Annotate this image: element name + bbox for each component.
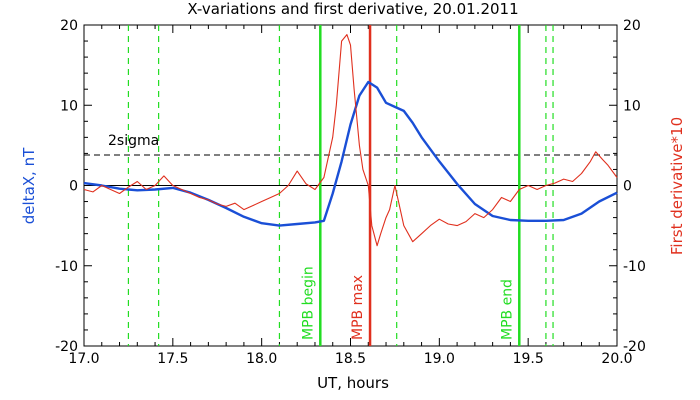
y-tick-label-left: -10	[55, 259, 78, 275]
x-tick-label: 20.0	[601, 351, 632, 367]
event-label: MPB max	[350, 275, 366, 340]
plot-layer: 17.0 17.5 18.0 18.5 19.0 19.5 20.0-20-1001020-…	[55, 18, 646, 367]
y-tick-label-left: 10	[60, 98, 78, 114]
x-tick-label: 17.0	[68, 351, 99, 367]
y-tick-label-left: 20	[60, 18, 78, 34]
y-tick-label-right: 20	[623, 18, 641, 34]
y-axis-label-right: First derivative*10	[668, 117, 686, 255]
x-tick-label: 17.5	[157, 351, 188, 367]
y-tick-label-right: -10	[623, 259, 646, 275]
threshold-label: 2sigma	[108, 133, 159, 149]
y-tick-label-right: 10	[623, 98, 641, 114]
y-tick-label-right: -20	[623, 339, 646, 355]
x-axis-label: UT, hours	[317, 374, 389, 392]
event-label: MPB begin	[300, 266, 316, 340]
event-label: MPB end	[499, 279, 515, 340]
y-tick-label-left: 0	[69, 179, 78, 195]
y-tick-label-right: 0	[623, 179, 632, 195]
series-line-deltaX	[83, 80, 618, 227]
x-tick-label: 18.5	[335, 351, 366, 367]
x-tick-label: 18.0	[246, 351, 277, 367]
x-tick-label: 19.5	[513, 351, 544, 367]
x-tick-label: 19.0	[424, 351, 455, 367]
chart-title: X-variations and first derivative, 20.01…	[187, 0, 518, 18]
y-axis-label-left: deltaX, nT	[20, 147, 38, 224]
series-line-derivative	[83, 34, 618, 247]
y-tick-label-left: -20	[55, 339, 78, 355]
